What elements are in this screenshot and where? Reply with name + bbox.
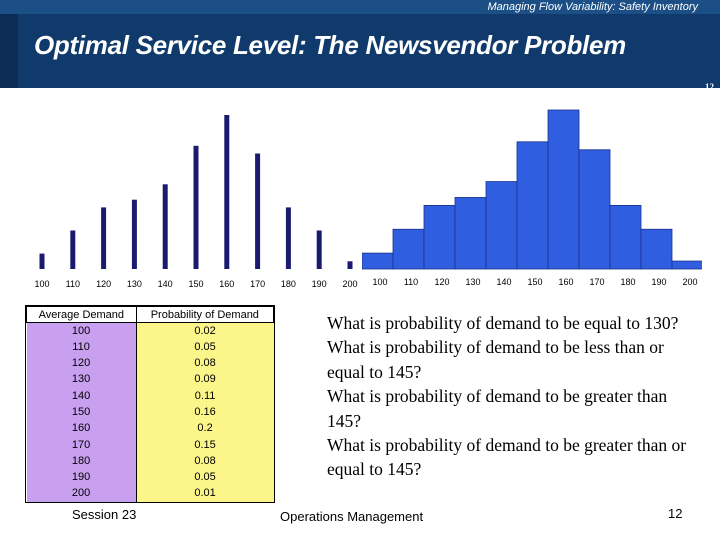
question-4: What is probability of demand to be grea… bbox=[327, 435, 687, 480]
x-tick-label: 180 bbox=[620, 277, 635, 287]
footer-page-number: 12 bbox=[668, 506, 683, 521]
chart-bar bbox=[39, 253, 45, 269]
histogram-bar bbox=[392, 228, 425, 270]
footer-course: Operations Management bbox=[280, 509, 424, 524]
table-row: 140 0.11 bbox=[26, 388, 274, 405]
probability-cell: 0.01 bbox=[136, 485, 274, 502]
x-tick-label: 100 bbox=[34, 279, 49, 289]
table-row: 160 0.2 bbox=[26, 420, 274, 437]
probability-cell: 0.05 bbox=[136, 469, 274, 486]
x-tick-label: 200 bbox=[342, 279, 357, 289]
table-header-demand: Average Demand bbox=[26, 306, 137, 323]
histogram-bar bbox=[516, 141, 549, 270]
chart-bar bbox=[162, 184, 168, 269]
x-tick-label: 120 bbox=[96, 279, 111, 289]
header-left-block bbox=[0, 14, 18, 88]
x-tick-label: 190 bbox=[312, 279, 327, 289]
x-tick-label: 130 bbox=[465, 277, 480, 287]
chart-bar bbox=[224, 115, 230, 269]
probability-cell: 0.05 bbox=[136, 339, 274, 356]
x-tick-label: 160 bbox=[558, 277, 573, 287]
question-3: What is probability of demand to be grea… bbox=[327, 386, 668, 431]
chart-bar bbox=[316, 230, 322, 269]
table-row: 170 0.15 bbox=[26, 436, 274, 454]
table-row: 180 0.08 bbox=[26, 453, 274, 470]
chart-bar bbox=[101, 207, 107, 269]
probability-cell: 0.02 bbox=[136, 322, 274, 340]
table-row: 110 0.05 bbox=[26, 339, 274, 356]
demand-cell: 160 bbox=[26, 420, 137, 437]
demand-cell: 120 bbox=[26, 355, 137, 372]
x-tick-label: 150 bbox=[188, 279, 203, 289]
header-top-strip bbox=[0, 0, 720, 14]
x-tick-label: 170 bbox=[250, 279, 265, 289]
demand-cell: 100 bbox=[26, 322, 137, 340]
histogram-bar bbox=[640, 228, 673, 270]
histogram-bar bbox=[485, 181, 518, 270]
questions-block: What is probability of demand to be equa… bbox=[327, 311, 697, 482]
histogram-bar bbox=[423, 205, 456, 270]
x-tick-label: 110 bbox=[66, 279, 80, 289]
chart-bar bbox=[131, 199, 137, 269]
demand-cell: 170 bbox=[26, 436, 137, 454]
table-row: 130 0.09 bbox=[26, 371, 274, 389]
x-tick-label: 190 bbox=[651, 277, 666, 287]
demand-cell: 200 bbox=[26, 485, 137, 502]
demand-table: Average Demand Probability of Demand 100… bbox=[25, 305, 275, 503]
chart-bar bbox=[193, 145, 199, 269]
question-2: What is probability of demand to be less… bbox=[327, 337, 664, 382]
chart-bar bbox=[347, 261, 353, 269]
demand-cell: 190 bbox=[26, 469, 137, 486]
histogram-bar bbox=[671, 260, 702, 270]
x-tick-label: 120 bbox=[434, 277, 449, 287]
histogram-bar bbox=[547, 109, 580, 270]
probability-cell: 0.08 bbox=[136, 355, 274, 372]
chart-bar bbox=[70, 230, 76, 269]
slide-title: Optimal Service Level: The Newsvendor Pr… bbox=[34, 30, 626, 60]
x-tick-label: 100 bbox=[372, 277, 387, 287]
table-header-probability: Probability of Demand bbox=[135, 306, 275, 323]
probability-cell: 0.08 bbox=[136, 453, 274, 470]
chart-bar bbox=[285, 207, 291, 269]
table-row: 190 0.05 bbox=[26, 469, 274, 486]
histogram-chart: 100 110 120 130 140 150 160 170 180 190 200 bbox=[362, 109, 702, 287]
x-tick-label: 130 bbox=[127, 279, 142, 289]
histogram-bar bbox=[454, 197, 487, 270]
probability-cell: 0.15 bbox=[136, 436, 274, 454]
table-row: 200 0.01 bbox=[26, 485, 274, 502]
probability-cell: 0.09 bbox=[136, 371, 274, 389]
demand-cell: 130 bbox=[26, 371, 137, 389]
header-page-number: 12 bbox=[705, 82, 714, 92]
demand-cell: 180 bbox=[26, 453, 137, 470]
histogram-bar bbox=[578, 149, 611, 270]
demand-cell: 140 bbox=[26, 388, 137, 405]
x-tick-label: 140 bbox=[158, 279, 173, 289]
probability-cell: 0.2 bbox=[136, 420, 274, 437]
slide-topic: Managing Flow Variability: Safety Invent… bbox=[487, 1, 698, 13]
table-row: 120 0.08 bbox=[26, 355, 274, 372]
x-tick-label: 170 bbox=[589, 277, 604, 287]
table-row: 100 0.02 bbox=[26, 322, 274, 340]
x-tick-label: 110 bbox=[404, 277, 418, 287]
probability-cell: 0.11 bbox=[136, 388, 274, 405]
x-tick-label: 150 bbox=[527, 277, 542, 287]
probability-cell: 0.16 bbox=[136, 404, 274, 421]
slide-header: Managing Flow Variability: Safety Invent… bbox=[0, 0, 720, 92]
histogram-bar bbox=[609, 205, 642, 270]
table-row: 150 0.16 bbox=[26, 404, 274, 421]
x-tick-label: 140 bbox=[496, 277, 511, 287]
question-1: What is probability of demand to be equa… bbox=[327, 313, 679, 333]
thin-bar-chart: 100 110 120 130 140 150 160 170 180 190 200 bbox=[34, 115, 358, 289]
table-body: 100 0.02 110 0.05 120 0.08 130 0.09 140 0.11 150 0.… bbox=[26, 322, 274, 502]
histogram-bar bbox=[362, 252, 394, 270]
demand-cell: 150 bbox=[26, 404, 137, 421]
chart-bar bbox=[255, 153, 261, 269]
footer-session: Session 23 bbox=[72, 507, 137, 522]
demand-cell: 110 bbox=[26, 339, 137, 356]
x-tick-label: 160 bbox=[219, 279, 234, 289]
x-tick-label: 180 bbox=[281, 279, 296, 289]
x-tick-label: 200 bbox=[682, 277, 697, 287]
